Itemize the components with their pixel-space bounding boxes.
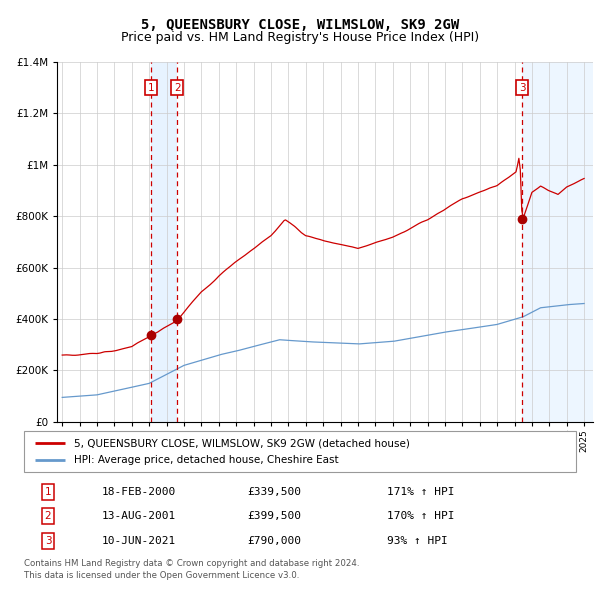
Bar (522, 62, 593, 422)
Text: £790,000: £790,000 (247, 536, 301, 546)
Text: 18-FEB-2000: 18-FEB-2000 (102, 487, 176, 497)
Text: 1: 1 (148, 83, 155, 93)
Text: HPI: Average price, detached house, Cheshire East: HPI: Average price, detached house, Ches… (74, 455, 338, 466)
Text: £399,500: £399,500 (247, 512, 301, 521)
Text: 93% ↑ HPI: 93% ↑ HPI (387, 536, 448, 546)
Bar (151, 62, 178, 422)
Text: 5, QUEENSBURY CLOSE, WILMSLOW, SK9 2GW (detached house): 5, QUEENSBURY CLOSE, WILMSLOW, SK9 2GW (… (74, 438, 410, 448)
Text: This data is licensed under the Open Government Licence v3.0.: This data is licensed under the Open Gov… (24, 571, 299, 579)
Text: £339,500: £339,500 (247, 487, 301, 497)
Text: 3: 3 (44, 536, 52, 546)
Text: 3: 3 (519, 83, 526, 93)
Text: 13-AUG-2001: 13-AUG-2001 (102, 512, 176, 521)
Text: 170% ↑ HPI: 170% ↑ HPI (387, 512, 454, 521)
Text: 2: 2 (174, 83, 181, 93)
Text: 1: 1 (44, 487, 52, 497)
FancyBboxPatch shape (24, 431, 576, 472)
Text: 5, QUEENSBURY CLOSE, WILMSLOW, SK9 2GW: 5, QUEENSBURY CLOSE, WILMSLOW, SK9 2GW (141, 18, 459, 32)
Text: 171% ↑ HPI: 171% ↑ HPI (387, 487, 454, 497)
Text: Contains HM Land Registry data © Crown copyright and database right 2024.: Contains HM Land Registry data © Crown c… (24, 559, 359, 568)
Text: 10-JUN-2021: 10-JUN-2021 (102, 536, 176, 546)
Text: Price paid vs. HM Land Registry's House Price Index (HPI): Price paid vs. HM Land Registry's House … (121, 31, 479, 44)
Text: 2: 2 (44, 512, 52, 521)
